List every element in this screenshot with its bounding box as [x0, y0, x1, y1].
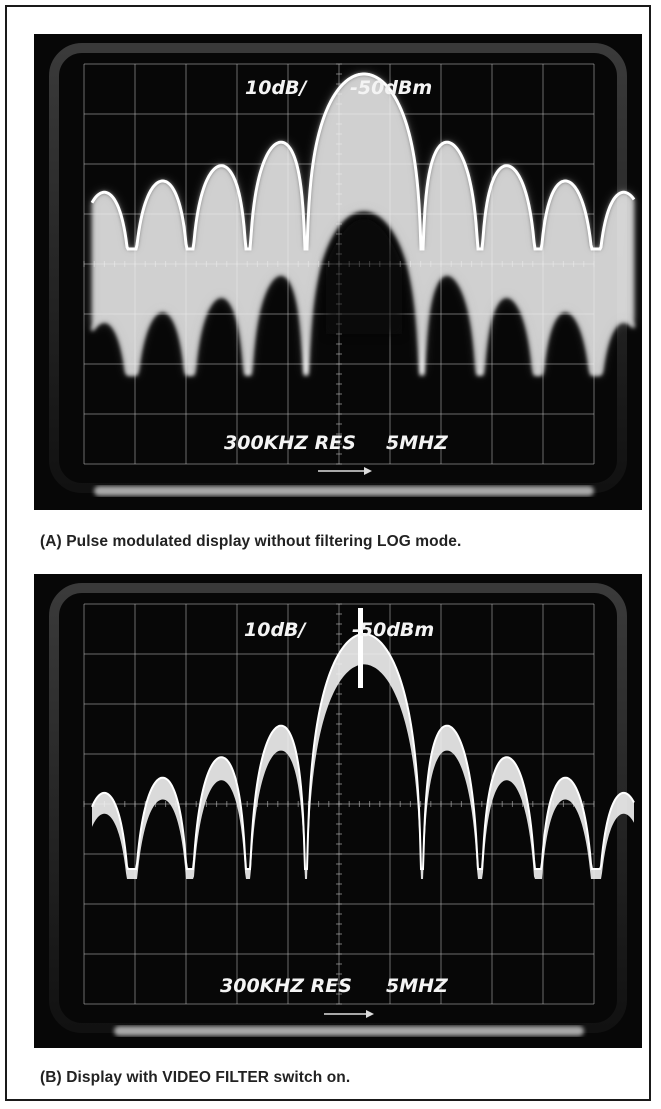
scale-label: 10dB/ — [244, 619, 308, 641]
caption-b: (B) Display with VIDEO FILTER switch on. — [40, 1069, 351, 1086]
spectrum-trace-a — [90, 72, 636, 376]
carrier-spike — [358, 608, 363, 688]
span-label: 5MHZ — [386, 975, 449, 997]
trace-upper-edge — [90, 72, 636, 251]
crt-reflection — [114, 1026, 584, 1036]
resolution-bandwidth-label: 300KHZ RES — [220, 975, 352, 997]
spectrum-trace-b — [91, 608, 635, 879]
spectrum-photo-b: 10dB/ -50dBm 300KHZ RES 5MHZ — [34, 574, 642, 1048]
reference-level-label: -50dBm — [352, 619, 434, 641]
spectrum-screen-a: 10dB/ -50dBm 300KHZ RES 5MHZ — [34, 34, 642, 510]
central-lobe-shadow — [326, 219, 402, 334]
spectrum-screen-b: 10dB/ -50dBm 300KHZ RES 5MHZ — [34, 574, 642, 1048]
graticule-b — [83, 603, 595, 1005]
reference-level-label: -50dBm — [350, 77, 432, 99]
marker-arrow — [318, 467, 372, 475]
figure-frame: 10dB/ -50dBm 300KHZ RES 5MHZ (A) Pulse m… — [5, 5, 651, 1101]
marker-arrow — [324, 1010, 374, 1018]
caption-a: (A) Pulse modulated display without filt… — [40, 533, 462, 550]
spectrum-photo-a: 10dB/ -50dBm 300KHZ RES 5MHZ — [34, 34, 642, 510]
scale-label: 10dB/ — [245, 77, 309, 99]
trace-lower-edge — [90, 207, 635, 376]
resolution-bandwidth-label: 300KHZ RES — [224, 432, 356, 454]
crt-reflection — [94, 486, 594, 496]
span-label: 5MHZ — [386, 432, 449, 454]
